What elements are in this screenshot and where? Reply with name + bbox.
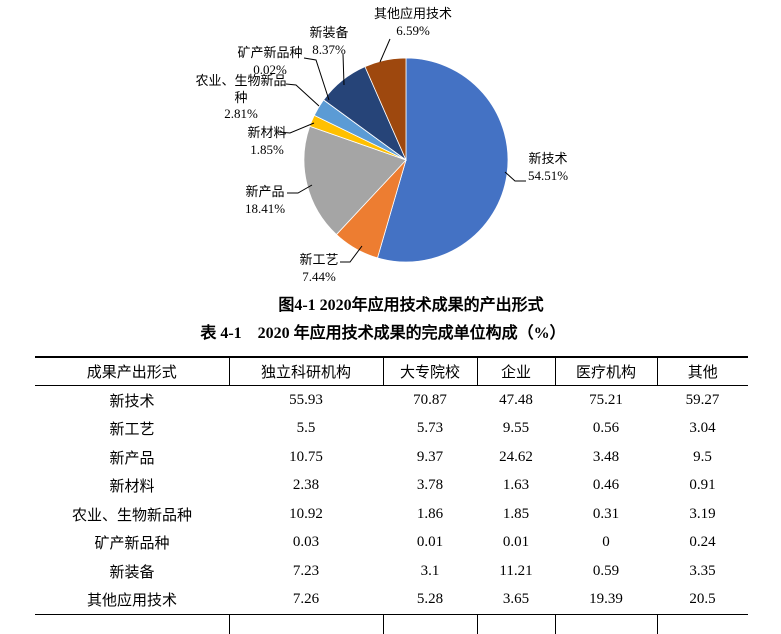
value-cell: 10.75 — [289, 448, 323, 465]
value-cell: 70.87 — [413, 391, 447, 408]
value-cell: 47.48 — [499, 391, 533, 408]
table-row-6: 新装备 7.23 3.1 11.21 0.59 3.35 — [35, 557, 748, 586]
table-column-stub-1 — [383, 615, 384, 634]
value-cell: 0.59 — [592, 562, 620, 579]
value-cell: 0.03 — [292, 534, 320, 551]
value-cell: 0.01 — [502, 534, 530, 551]
value-cell: 0.24 — [689, 534, 716, 551]
value-cell: 9.37 — [416, 448, 444, 465]
pie-leader-line-1 — [340, 245, 363, 263]
table-row-7: 其他应用技术 7.26 5.28 3.65 19.39 20.5 — [35, 585, 748, 615]
value-cell: 5.5 — [296, 420, 316, 437]
figure-caption: 图4-1 2020年应用技术成果的产出形式 — [278, 297, 544, 314]
pie-leader-line-3 — [277, 122, 315, 134]
pie-leader-line-2 — [287, 184, 313, 194]
value-cell: 0.56 — [592, 420, 620, 437]
value-cell: 1.86 — [416, 505, 444, 522]
pie-label-3: 新材料 1.85% — [247, 125, 287, 157]
value-cell: 0.01 — [416, 534, 444, 551]
table-title: 表 4-1 2020 年应用技术成果的完成单位构成（%） — [200, 325, 566, 342]
value-cell: 24.62 — [499, 448, 533, 465]
pie-slice-7 — [364, 57, 407, 161]
table-header-row: 成果产出形式 独立科研机构 大专院校 企业 医疗机构 其他 — [35, 357, 748, 386]
row-label-cell: 新产品 — [109, 450, 155, 467]
table-row-1: 新工艺 5.5 5.73 9.55 0.56 3.04 — [35, 415, 748, 444]
row-label-cell: 新装备 — [109, 564, 155, 581]
value-cell: 3.65 — [477, 585, 555, 615]
value-cell: 3.48 — [592, 448, 620, 465]
value-cell: 20.5 — [657, 585, 748, 615]
table-column-stub-2 — [477, 615, 478, 634]
value-cell: 3.35 — [689, 562, 716, 579]
data-table: 成果产出形式 独立科研机构 大专院校 企业 医疗机构 其他 新技术 55.93 70.87 47… — [35, 356, 748, 615]
table-column-stub-0 — [229, 615, 230, 634]
table-column-stub-4 — [657, 615, 658, 634]
row-label-cell: 新材料 — [109, 479, 155, 496]
pie-label-5: 矿产新品种 0.02% — [237, 45, 303, 77]
value-cell: 5.73 — [416, 420, 444, 437]
table-col-header-2: 大专院校 — [382, 357, 477, 386]
row-label-cell: 农业、生物新品种 — [71, 507, 192, 524]
value-cell: 0.46 — [592, 477, 620, 494]
table-column-stub-3 — [555, 615, 556, 634]
pie-slice-2 — [303, 125, 407, 236]
value-cell: 10.92 — [289, 505, 323, 522]
pie-leader-line-0 — [504, 171, 526, 182]
pie-label-4: 农业、生物新品种 2.81% — [195, 73, 287, 121]
table-col-header-0: 成果产出形式 — [35, 357, 229, 386]
pie-leader-line-6 — [342, 53, 345, 86]
table-row-5: 矿产新品种 0.03 0.01 0.01 0 0.24 — [35, 529, 748, 558]
pie-label-2: 新产品 18.41% — [244, 184, 286, 216]
row-label-cell: 矿产新品种 — [94, 536, 170, 553]
row-label-cell: 其他应用技术 — [35, 585, 229, 615]
value-cell: 75.21 — [589, 391, 623, 408]
value-cell: 0.31 — [592, 505, 620, 522]
pie-label-7: 其他应用技术 6.59% — [373, 6, 452, 38]
table-col-header-5: 其他 — [656, 357, 748, 386]
pie-label-1: 新工艺 7.44% — [299, 252, 339, 284]
table-row-3: 新材料 2.38 3.78 1.63 0.46 0.91 — [35, 472, 748, 501]
pie-leader-line-5 — [303, 57, 330, 101]
row-label-cell: 新技术 — [109, 393, 155, 410]
value-cell: 7.23 — [292, 562, 320, 579]
value-cell: 7.26 — [229, 585, 383, 615]
value-cell: 3.19 — [689, 505, 716, 522]
table-col-header-3: 企业 — [476, 357, 555, 386]
value-cell: 0.91 — [689, 477, 716, 494]
value-cell: 3.04 — [689, 420, 716, 437]
value-cell: 2.38 — [292, 477, 320, 494]
table-row-4: 农业、生物新品种 10.92 1.86 1.85 0.31 3.19 — [35, 500, 748, 529]
value-cell: 55.93 — [289, 391, 323, 408]
table-col-header-4: 医疗机构 — [554, 357, 657, 386]
pie-label-0: 新技术 54.51% — [527, 151, 569, 183]
value-cell: 11.21 — [499, 562, 533, 579]
pie-chart-svg — [277, 38, 526, 263]
table-row-2: 新产品 10.75 9.37 24.62 3.48 9.5 — [35, 443, 748, 472]
value-cell: 19.39 — [555, 585, 657, 615]
table-col-header-1: 独立科研机构 — [228, 357, 383, 386]
value-cell: 0 — [602, 534, 610, 551]
value-cell: 3.1 — [420, 562, 440, 579]
value-cell: 59.27 — [685, 391, 720, 408]
pie-leader-line-4 — [285, 83, 320, 107]
value-cell: 5.28 — [383, 585, 477, 615]
value-cell: 1.63 — [502, 477, 530, 494]
table-row-0: 新技术 55.93 70.87 47.48 75.21 59.27 — [35, 386, 748, 415]
value-cell: 3.78 — [416, 477, 444, 494]
pie-label-6: 新装备 8.37% — [309, 25, 349, 57]
value-cell: 1.85 — [502, 505, 530, 522]
value-cell: 9.5 — [693, 448, 712, 465]
value-cell: 9.55 — [502, 420, 530, 437]
table-body: 新技术 55.93 70.87 47.48 75.21 59.27 新工艺 5.5 5.73 9.… — [35, 386, 748, 615]
pie-leader-line-7 — [379, 38, 391, 63]
row-label-cell: 新工艺 — [109, 422, 155, 439]
